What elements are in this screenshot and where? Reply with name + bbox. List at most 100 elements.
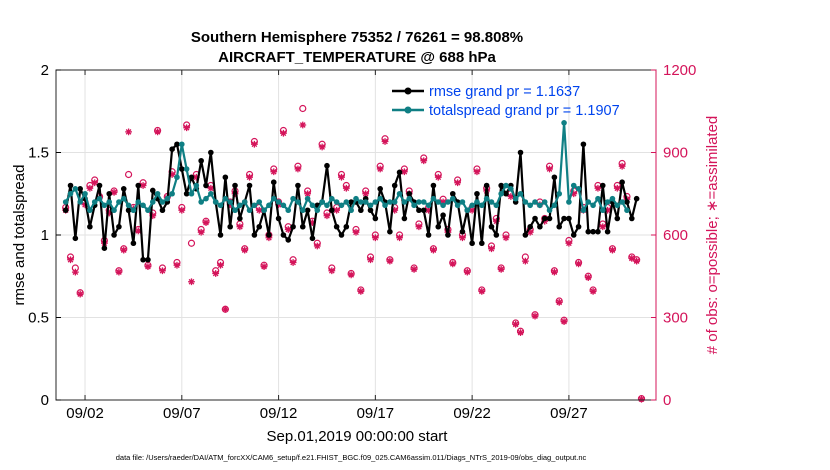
obs-assimilated-marker <box>430 246 437 254</box>
obs-assimilated-star <box>134 227 142 235</box>
spread-point <box>91 199 98 205</box>
obs-assimilated-star <box>144 263 152 271</box>
rmse-point <box>125 207 132 214</box>
obs-assimilated-star <box>217 261 224 269</box>
legend-rmse-label: rmse grand pr = 1.1637 <box>429 84 580 100</box>
spread-point <box>585 199 592 205</box>
obs-assimilated-star <box>396 234 403 242</box>
rmse-point <box>324 162 330 169</box>
obs-assimilated-star <box>71 268 79 276</box>
obs-assimilated-star <box>154 128 162 136</box>
obs-assimilated-marker <box>280 129 287 137</box>
obs-assimilated-star <box>188 278 195 286</box>
obs-assimilated-marker <box>139 182 147 189</box>
obs-assimilated-marker <box>313 242 321 250</box>
rmse-point <box>527 223 533 230</box>
obs-assimilated-marker <box>105 209 113 217</box>
spread-point <box>604 199 611 205</box>
obs-assimilated-marker <box>328 267 336 275</box>
x-tick-label: 09/27 <box>550 405 588 422</box>
obs-assimilated-marker <box>134 227 142 235</box>
obs-assimilated-marker <box>115 268 123 276</box>
rmse-point <box>348 199 354 205</box>
rmse-point <box>537 223 543 230</box>
obs-assimilated-star <box>236 223 244 231</box>
rmse-point <box>159 207 166 214</box>
obs-assimilated-marker <box>217 261 224 269</box>
obs-assimilated-star <box>202 219 210 227</box>
rmse-point <box>387 228 393 235</box>
rmse-point <box>483 182 490 189</box>
series-lines <box>62 120 640 263</box>
spread-point <box>62 199 69 205</box>
obs-assimilated-star <box>468 206 476 214</box>
obs-assimilated-marker <box>439 198 447 206</box>
obs-assimilated-star <box>76 290 84 298</box>
spread-point <box>425 202 432 209</box>
rmse-point <box>425 232 432 238</box>
obs-assimilated-star <box>633 257 641 265</box>
rmse-point <box>304 207 311 214</box>
spread-point <box>135 199 142 205</box>
obs-assimilated-marker <box>212 270 220 277</box>
spread-point <box>270 195 277 202</box>
obs-assimilated-marker <box>91 179 99 187</box>
spread-point <box>488 199 495 205</box>
spread-point <box>541 199 548 205</box>
rmse-point <box>232 182 238 189</box>
x-tick-label: 09/22 <box>453 405 491 422</box>
obs-assimilated-marker <box>367 256 374 264</box>
rmse-point <box>401 215 408 222</box>
spread-point <box>498 190 504 197</box>
obs-assimilated-marker <box>352 228 360 236</box>
obs-assimilated-marker <box>207 184 215 192</box>
footnote-data-file: data file: /Users/raeder/DAI/ATM_forcXX/… <box>116 453 587 462</box>
obs-assimilated-star <box>284 226 292 233</box>
legend-spread-label: totalspread grand pr = 1.1907 <box>429 103 620 119</box>
obs-assimilated-marker <box>144 263 152 271</box>
spread-point <box>106 199 113 205</box>
obs-assimilated-star <box>139 182 147 189</box>
obs-assimilated-marker <box>613 184 621 192</box>
obs-assimilated-star <box>546 165 553 173</box>
obs-assimilated-star <box>250 140 258 148</box>
obs-assimilated-star <box>347 271 355 279</box>
spread-point <box>222 195 229 202</box>
obs-assimilated-star <box>517 329 524 337</box>
spread-point <box>179 141 185 148</box>
obs-assimilated-marker <box>575 260 582 268</box>
rmse-point <box>522 232 529 238</box>
rmse-point <box>140 256 146 263</box>
spread-point <box>358 199 364 205</box>
rmse-point <box>570 232 577 238</box>
rmse-point <box>604 228 611 235</box>
obs-assimilated-marker <box>425 206 432 214</box>
obs-assimilated-star <box>425 206 432 214</box>
obs-assimilated-star <box>125 128 132 136</box>
obs-assimilated-marker <box>512 320 520 328</box>
rmse-point <box>629 215 635 222</box>
spread-point <box>159 199 166 205</box>
obs-assimilated-marker <box>400 168 408 176</box>
obs-assimilated-star <box>192 173 200 181</box>
obs-assimilated-star <box>531 312 539 320</box>
obs-assimilated-star <box>159 267 166 275</box>
rmse-point <box>595 228 601 235</box>
obs-assimilated-star <box>149 212 157 220</box>
rmse-point <box>96 182 103 189</box>
spread-point <box>367 202 374 209</box>
spread-point <box>193 182 200 189</box>
obs-assimilated-marker <box>202 219 210 227</box>
rmse-point <box>449 190 456 197</box>
rmse-point <box>469 240 475 247</box>
obs-assimilated-marker <box>459 234 466 242</box>
obs-assimilated-star <box>67 256 74 264</box>
rmse-point <box>503 190 509 197</box>
legend-rmse-marker <box>404 87 412 95</box>
spread-point <box>169 190 175 197</box>
spread-point <box>537 202 543 209</box>
obs-assimilated-star <box>110 188 118 196</box>
spread-point <box>556 190 563 197</box>
rmse-point <box>246 182 253 189</box>
spread-point <box>440 202 446 209</box>
